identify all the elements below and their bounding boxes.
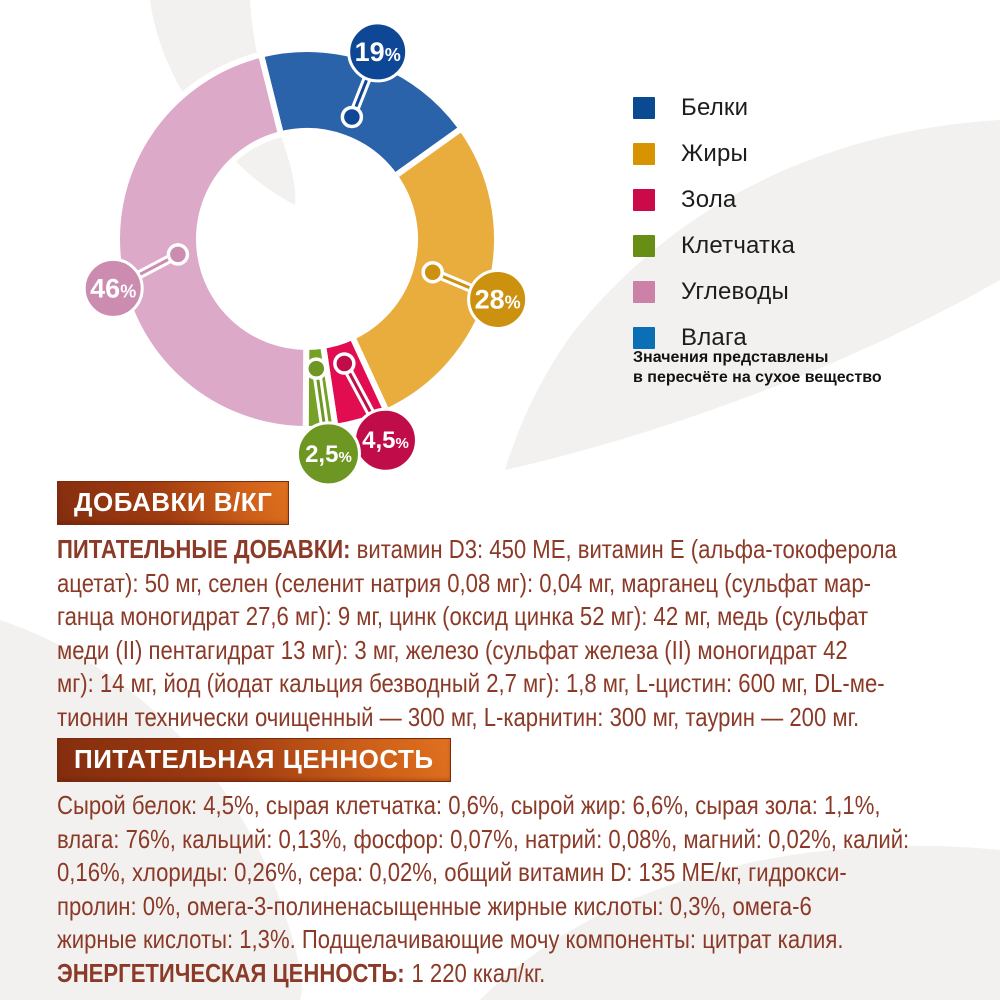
percent-badge-label: 19% <box>355 37 401 67</box>
nutrition-body: Сырой белок: 4,5%, сырая клетчатка: 0,6%… <box>57 790 910 954</box>
background-petal-bottom-left <box>0 620 302 1000</box>
legend-label: Зола <box>681 186 737 213</box>
legend-label: Белки <box>681 94 749 121</box>
percent-badge <box>82 257 144 319</box>
callout-1: 19% <box>340 21 409 129</box>
percent-badge-label: 46% <box>90 273 136 303</box>
nutrition-header: ПИТАТЕЛЬНАЯ ЦЕННОСТЬ <box>57 738 451 782</box>
legend-swatch-icon <box>633 235 655 257</box>
legend-swatch-icon <box>633 143 655 165</box>
background-petal-bottom-right <box>480 845 1000 1000</box>
callout-3: 4,5% <box>333 352 418 473</box>
legend-swatch-icon <box>633 281 655 303</box>
percent-badge-label: 4,5% <box>362 427 409 454</box>
legend-item-6: Влага <box>633 324 795 352</box>
donut-slice-5 <box>114 51 310 432</box>
note-line-2: в пересчёте на сухое вещество <box>633 369 882 386</box>
legend-swatch-icon <box>633 327 655 349</box>
chart-legend: Белки Жиры Зола Клетчатка Углеводы Влага <box>633 94 795 370</box>
note-line-1: Значения представлены <box>633 349 829 366</box>
callout-2: 28% <box>421 260 529 330</box>
legend-swatch-icon <box>633 97 655 119</box>
background-petal-right <box>505 120 1000 470</box>
dry-matter-note: Значения представлены в пересчёте на сух… <box>633 348 882 388</box>
nutrition-text: Сырой белок: 4,5%, сырая клетчатка: 0,6%… <box>57 789 992 990</box>
percent-badge <box>295 421 361 487</box>
legend-label: Влага <box>681 324 747 351</box>
percent-badge <box>467 268 529 330</box>
nutrition-header-label: ПИТАТЕЛЬНАЯ ЦЕННОСТЬ <box>74 744 434 774</box>
additives-text: ПИТАТЕЛЬНЫЕ ДОБАВКИ: витамин D3: 450 МЕ,… <box>57 533 992 734</box>
additives-body: витамин D3: 450 МЕ, витамин Е (альфа-ток… <box>57 534 897 732</box>
percent-badge <box>347 21 409 83</box>
additives-header: ДОБАВКИ В/КГ <box>57 481 290 525</box>
legend-label: Углеводы <box>681 278 789 305</box>
callout-5: 46% <box>82 243 190 319</box>
energy-label: ЭНЕРГЕТИЧЕСКАЯ ЦЕННОСТЬ: <box>57 957 405 988</box>
percent-badge-label: 2,5% <box>305 441 352 468</box>
legend-item-5: Углеводы <box>633 278 795 306</box>
energy-value: 1 220 ккал/кг. <box>411 957 546 988</box>
legend-label: Клетчатка <box>681 232 796 259</box>
legend-label: Жиры <box>681 140 748 167</box>
percent-badge-label: 28% <box>475 284 521 314</box>
legend-item-4: Клетчатка <box>633 232 795 260</box>
legend-item-1: Белки <box>633 94 795 122</box>
legend-item-2: Жиры <box>633 140 795 168</box>
donut-chart: 19% 28% 4,5% 2,5% 46% <box>82 21 529 487</box>
legend-swatch-icon <box>633 189 655 211</box>
additives-lead: ПИТАТЕЛЬНЫЕ ДОБАВКИ: <box>57 534 351 564</box>
legend-item-3: Зола <box>633 186 795 214</box>
callout-4: 2,5% <box>295 357 361 487</box>
additives-header-label: ДОБАВКИ В/КГ <box>74 487 273 517</box>
